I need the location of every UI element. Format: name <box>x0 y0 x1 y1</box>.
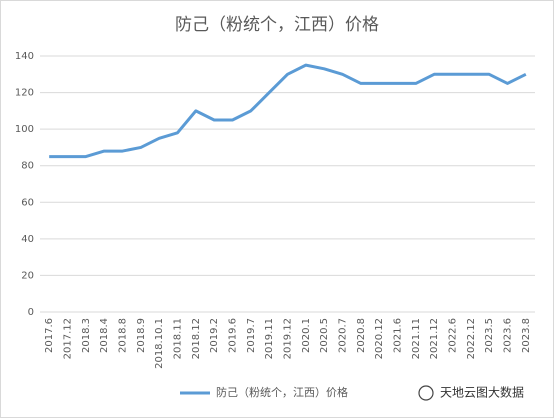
x-tick-label: 2019.11 <box>264 318 275 359</box>
x-tick-label: 2018.9 <box>136 318 147 353</box>
watermark-text: 天地云图大数据 <box>440 385 524 400</box>
x-tick-label: 2019.6 <box>228 318 239 353</box>
x-tick-label: 2020.7 <box>338 318 349 353</box>
y-tick-label: 0 <box>28 307 34 318</box>
x-tick-label: 2018.10.1 <box>154 318 165 369</box>
y-tick-label: 140 <box>15 51 34 62</box>
x-tick-label: 2018.3 <box>81 318 92 353</box>
x-tick-label: 2017.6 <box>44 318 55 353</box>
x-tick-label: 2023.5 <box>484 318 495 353</box>
line-series <box>49 63 527 159</box>
y-tick-label: 20 <box>21 270 34 281</box>
x-tick-label: 2021.11 <box>411 318 422 359</box>
x-tick-label: 2018.4 <box>99 318 110 353</box>
x-tick-label: 2019.12 <box>283 318 294 359</box>
watermark-icon <box>418 385 434 401</box>
x-tick-label: 2021.6 <box>393 318 404 353</box>
y-tick-label: 120 <box>15 88 34 99</box>
x-tick-label: 2020.8 <box>356 318 367 353</box>
x-tick-label: 2022.6 <box>448 318 459 353</box>
x-tick-label: 2020.12 <box>374 318 385 359</box>
x-tick-label: 2018.12 <box>191 318 202 359</box>
y-tick-label: 100 <box>15 124 34 135</box>
x-tick-label: 2020.5 <box>319 318 330 353</box>
x-tick-label: 2023.8 <box>521 318 532 353</box>
x-tick-label: 2019.7 <box>246 318 257 353</box>
y-tick-label: 60 <box>21 197 34 208</box>
watermark: 天地云图大数据 <box>418 385 524 401</box>
x-tick-label: 2018.8 <box>118 318 129 353</box>
x-tick-label: 2021.12 <box>429 318 440 359</box>
x-tick-label: 2020.1 <box>301 318 312 353</box>
chart-title: 防己（粉统个，江西）价格 <box>175 15 379 35</box>
y-tick-label: 40 <box>21 234 34 245</box>
x-tick-label: 2019.2 <box>209 318 220 353</box>
x-tick-label: 2018.11 <box>173 318 184 359</box>
y-tick-label: 80 <box>21 161 34 172</box>
x-tick-label: 2017.12 <box>63 318 74 359</box>
x-tick-label: 2023.6 <box>503 318 514 353</box>
legend-label: 防己（粉统个，江西）价格 <box>216 385 348 399</box>
x-tick-label: 2022.12 <box>466 318 477 359</box>
